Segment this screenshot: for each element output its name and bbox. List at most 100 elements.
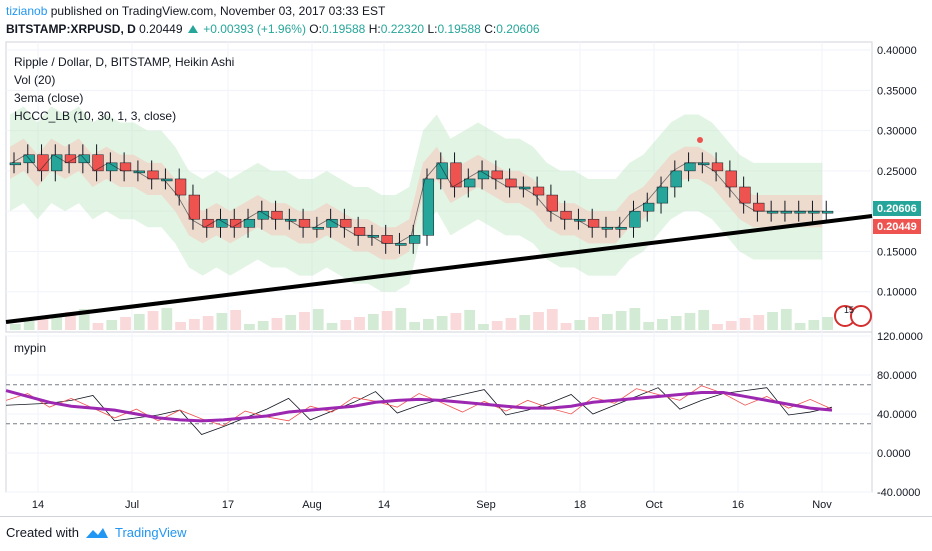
volume-bar [285, 315, 297, 330]
candle [106, 162, 118, 172]
volume-bar [808, 320, 820, 330]
time-tick-label: 14 [32, 499, 44, 511]
volume-bar [51, 315, 63, 330]
volume-bar [712, 324, 723, 330]
publish-line: tizianob published on TradingView.com, N… [6, 4, 385, 18]
candle [532, 186, 545, 196]
volume-bar [188, 319, 200, 330]
volume-bar [450, 313, 462, 330]
candle [546, 194, 558, 212]
candle [243, 218, 256, 228]
volume-bar [354, 317, 365, 330]
candle [670, 170, 682, 188]
osc-tick-label: 0.0000 [877, 448, 911, 460]
volume-bar [822, 317, 833, 330]
volume-bar [464, 310, 476, 330]
time-tick-label: Jul [125, 499, 139, 511]
volume-bar [244, 324, 255, 330]
chart-svg[interactable]: Ripple / Dollar, D, BITSTAMP, Heikin Ash… [0, 0, 932, 516]
candle [257, 210, 269, 220]
volume-bar [725, 321, 737, 330]
author-link[interactable]: tizianob [6, 4, 48, 18]
volume-bar [780, 309, 792, 330]
candle [174, 178, 187, 196]
legend-title: Ripple / Dollar, D, BITSTAMP, Heikin Ash… [14, 55, 234, 69]
osc-tick-label: -40.0000 [877, 487, 920, 499]
published-text: published on TradingView.com, November 0… [50, 4, 386, 18]
volume-bar [395, 308, 407, 330]
candle [629, 210, 641, 228]
last-price-badge-text: 0.20449 [877, 221, 917, 233]
candle [119, 162, 132, 172]
volume-bar [326, 323, 338, 330]
osc-tick-label: 80.0000 [877, 370, 917, 382]
candle [312, 227, 324, 230]
ema-line [11, 154, 825, 244]
candle [436, 162, 448, 180]
candle [381, 235, 393, 244]
candle [51, 154, 63, 172]
candle [450, 162, 462, 188]
candle [9, 162, 22, 166]
candle [92, 154, 104, 172]
candle [477, 170, 490, 180]
volume-bar [120, 317, 131, 330]
candle [230, 218, 242, 228]
candle [725, 170, 737, 188]
volume-bar [533, 312, 544, 330]
price-tick-label: 0.10000 [877, 287, 917, 299]
candle [188, 194, 200, 220]
volume-bar [670, 316, 682, 330]
volume-bar [491, 321, 503, 330]
candle [147, 170, 159, 180]
open-value: 0.19588 [321, 22, 366, 36]
close-badge-text: 0.20606 [877, 203, 917, 215]
volume-bar [216, 313, 228, 330]
volume-bar [257, 321, 269, 330]
volume-bar [546, 309, 558, 330]
candle [340, 218, 352, 228]
volume-bar [161, 308, 173, 330]
tradingview-logo-icon [85, 527, 108, 538]
volume-bar [37, 318, 49, 330]
volume-bar [601, 314, 613, 330]
osc-main-line [5, 389, 833, 423]
volume-bar [230, 310, 242, 330]
volume-bar [615, 311, 627, 330]
candle [422, 178, 435, 236]
trend-line[interactable] [5, 214, 873, 324]
osc-fast-line [5, 387, 833, 435]
candle [202, 218, 214, 228]
volume-bar [574, 320, 586, 330]
price-tick-label: 0.25000 [877, 166, 917, 178]
close-badge [873, 201, 921, 216]
volume-bar [175, 322, 186, 330]
created-with: Created with [6, 525, 79, 540]
volume-bar [202, 316, 214, 330]
candle [298, 218, 311, 228]
legend-hccc: HCCC_LB (10, 30, 1, 3, close) [14, 109, 176, 123]
osc-tick-label: 120.0000 [877, 331, 923, 343]
candle [684, 162, 696, 172]
volume-bar [367, 314, 379, 330]
oscillator-title: mypin [14, 341, 46, 355]
volume-bar [478, 324, 489, 330]
volume-bar [629, 308, 641, 330]
time-tick-label: 17 [222, 499, 234, 511]
price-tick-label: 0.30000 [877, 126, 917, 138]
footer: Created with TradingView [0, 516, 932, 551]
volume-bar [312, 309, 324, 330]
volume-bar [299, 312, 310, 330]
last-price: 0.20449 [139, 22, 183, 36]
volume-bar [147, 311, 159, 330]
symbol-label: BITSTAMP:XRPUSD, D [6, 22, 136, 36]
time-tick-label: Oct [645, 499, 662, 511]
tradingview-link[interactable]: TradingView [114, 525, 187, 540]
candle [161, 178, 173, 182]
candle [491, 170, 503, 180]
price-tick-label: 0.40000 [877, 45, 917, 57]
high-value: 0.22320 [380, 22, 425, 36]
volume-bar [698, 310, 710, 330]
flag-us-icon-2[interactable] [850, 305, 872, 327]
volume-bar [657, 319, 668, 330]
